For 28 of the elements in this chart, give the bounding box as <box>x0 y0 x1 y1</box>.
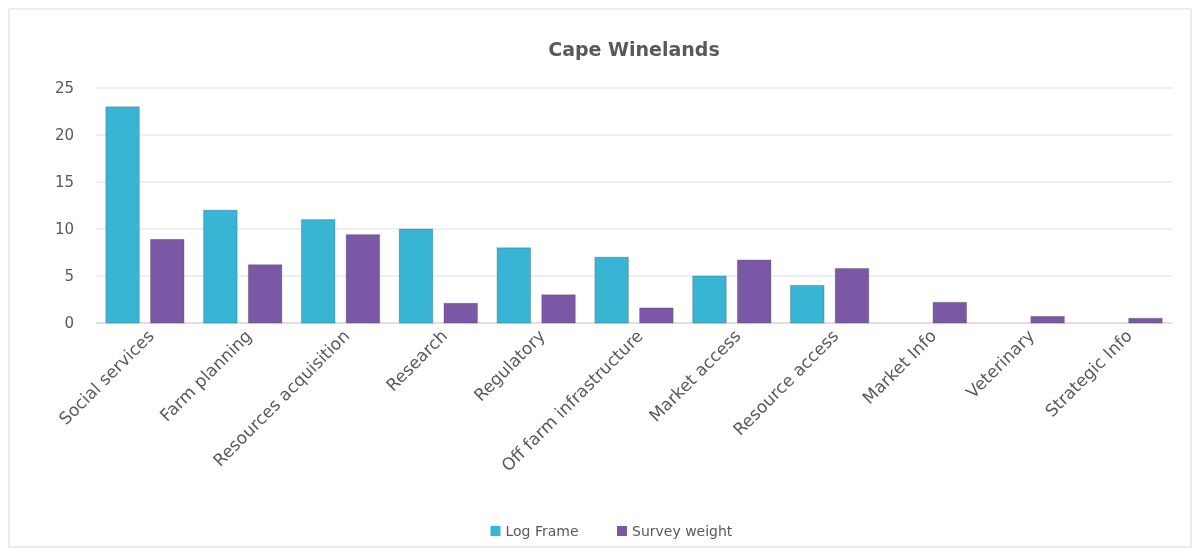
bar <box>105 106 140 324</box>
bar <box>247 264 283 324</box>
bar <box>790 284 825 324</box>
bar <box>203 209 238 324</box>
legend-label: Log Frame <box>505 523 579 539</box>
bar <box>300 219 336 324</box>
bar <box>639 307 674 324</box>
bar <box>1030 315 1065 324</box>
bar <box>398 228 434 324</box>
y-tick-label: 0 <box>64 314 74 333</box>
y-tick-label: 15 <box>54 173 74 192</box>
y-tick-label: 5 <box>64 267 74 286</box>
bar <box>932 301 968 324</box>
bar <box>443 302 478 324</box>
bar <box>496 247 532 324</box>
bar <box>541 294 576 324</box>
chart-title: Cape Winelands <box>548 38 720 60</box>
y-tick-label: 25 <box>54 79 74 98</box>
y-tick-label: 20 <box>54 126 74 145</box>
bar <box>1128 317 1163 324</box>
legend-label: Survey weight <box>632 523 733 539</box>
bar <box>345 234 381 324</box>
bar <box>692 275 727 324</box>
bar <box>150 238 185 324</box>
y-tick-label: 10 <box>54 220 74 239</box>
bar <box>834 267 870 324</box>
bar <box>736 259 772 324</box>
bar <box>594 256 629 324</box>
